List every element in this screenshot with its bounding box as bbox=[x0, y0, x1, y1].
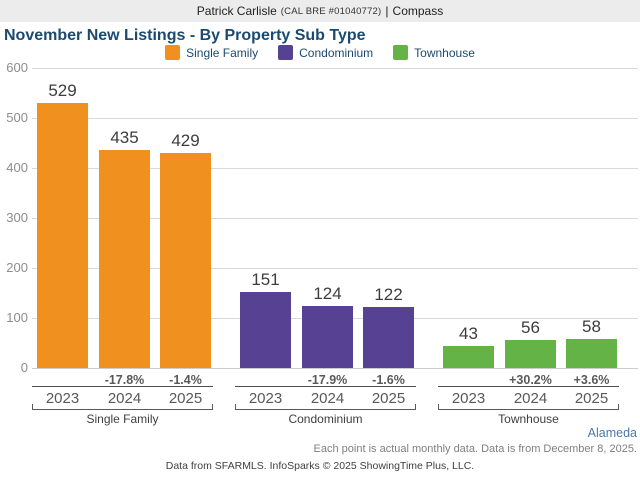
pct-change-label: +30.2% bbox=[509, 373, 552, 387]
chart-legend: Single Family Condominium Townhouse bbox=[0, 45, 640, 60]
agent-name: Patrick Carlisle bbox=[196, 4, 277, 18]
legend-label: Condominium bbox=[299, 45, 374, 60]
gridline bbox=[32, 68, 638, 69]
y-axis-label: 600 bbox=[6, 60, 28, 75]
x-tick-label: 2023 bbox=[248, 390, 283, 407]
group-bracket bbox=[32, 404, 213, 410]
gridline bbox=[32, 118, 638, 119]
gridline bbox=[32, 218, 638, 219]
pct-change-label: -17.9% bbox=[307, 373, 348, 387]
pct-change-label: -1.6% bbox=[372, 373, 405, 387]
header-separator: | bbox=[385, 4, 389, 18]
group-bracket bbox=[438, 404, 619, 410]
legend-item-townhouse[interactable]: Townhouse bbox=[393, 45, 475, 60]
attribution-text: Data from SFARMLS. InfoSparks © 2025 Sho… bbox=[165, 460, 475, 472]
x-tick-label: 2025 bbox=[371, 390, 406, 407]
group-label-condominium: Condominium bbox=[288, 412, 363, 426]
bar-single-family-2024[interactable] bbox=[99, 150, 150, 368]
bar-value-label: 151 bbox=[251, 270, 280, 289]
pct-change-label: -17.8% bbox=[104, 373, 145, 387]
bar-townhouse-2024[interactable] bbox=[505, 340, 556, 368]
legend-item-single-family[interactable]: Single Family bbox=[165, 45, 258, 60]
legend-swatch-icon bbox=[278, 45, 294, 60]
bar-value-label: 122 bbox=[374, 285, 403, 304]
group-bracket bbox=[235, 404, 416, 410]
bar-value-label: 58 bbox=[582, 317, 601, 336]
legend-swatch-icon bbox=[165, 45, 181, 60]
x-tick-label: 2025 bbox=[168, 390, 203, 407]
y-axis-label: 400 bbox=[6, 160, 28, 175]
bar-townhouse-2025[interactable] bbox=[566, 339, 617, 368]
y-axis-label: 0 bbox=[20, 360, 28, 375]
pct-change-label: +3.6% bbox=[573, 373, 610, 387]
brokerage-name: Compass bbox=[392, 4, 444, 18]
group-label-single-family: Single Family bbox=[86, 412, 159, 426]
bar-value-label: 56 bbox=[521, 318, 540, 337]
gridline bbox=[32, 268, 638, 269]
region-label[interactable]: Alameda bbox=[587, 426, 637, 440]
x-tick-label: 2023 bbox=[451, 390, 486, 407]
bar-value-label: 435 bbox=[110, 128, 139, 147]
y-axis-label: 300 bbox=[6, 210, 28, 225]
bar-condominium-2023[interactable] bbox=[240, 292, 291, 368]
header-bar: Patrick Carlisle (CAL BRE #01040772) | C… bbox=[0, 0, 640, 22]
legend-swatch-icon bbox=[393, 45, 409, 60]
legend-item-condominium[interactable]: Condominium bbox=[278, 45, 373, 60]
group-divider-line bbox=[32, 386, 213, 387]
group-divider-line bbox=[235, 386, 416, 387]
legend-label: Townhouse bbox=[414, 45, 475, 60]
bar-single-family-2025[interactable] bbox=[160, 153, 211, 368]
bar-condominium-2025[interactable] bbox=[363, 307, 414, 368]
bar-value-label: 124 bbox=[313, 284, 342, 303]
bar-townhouse-2023[interactable] bbox=[443, 346, 494, 368]
y-axis-label: 500 bbox=[6, 110, 28, 125]
x-tick-label: 2023 bbox=[45, 390, 80, 407]
x-tick-label: 2025 bbox=[574, 390, 609, 407]
group-divider-line bbox=[438, 386, 619, 387]
group-label-townhouse: Townhouse bbox=[498, 412, 559, 426]
bar-value-label: 429 bbox=[171, 131, 200, 150]
bar-condominium-2024[interactable] bbox=[302, 306, 353, 368]
data-note: Each point is actual monthly data. Data … bbox=[313, 443, 637, 455]
gridline bbox=[32, 168, 638, 169]
x-tick-label: 2024 bbox=[310, 390, 345, 407]
legend-label: Single Family bbox=[186, 45, 259, 60]
y-axis-label: 200 bbox=[6, 260, 28, 275]
y-axis-label: 100 bbox=[6, 310, 28, 325]
gridline bbox=[32, 368, 638, 369]
bar-value-label: 529 bbox=[48, 81, 77, 100]
pct-change-label: -1.4% bbox=[169, 373, 202, 387]
agent-license: (CAL BRE #01040772) bbox=[280, 5, 382, 17]
x-tick-label: 2024 bbox=[107, 390, 142, 407]
bar-single-family-2023[interactable] bbox=[37, 103, 88, 368]
x-tick-label: 2024 bbox=[513, 390, 548, 407]
bar-value-label: 43 bbox=[459, 324, 478, 343]
chart-title: November New Listings - By Property Sub … bbox=[4, 27, 366, 44]
